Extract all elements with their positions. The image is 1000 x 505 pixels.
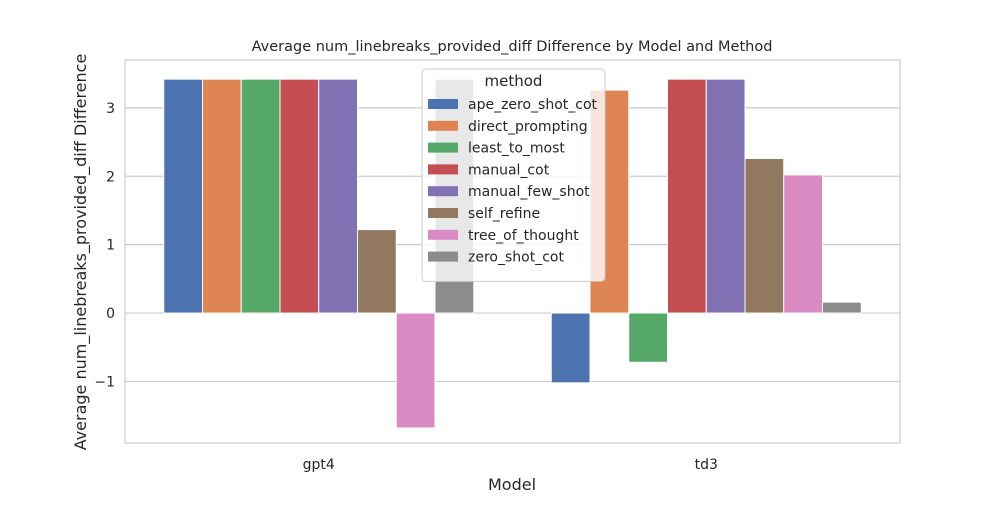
legend-swatch-direct_prompting (428, 120, 458, 131)
legend-label-zero_shot_cot: zero_shot_cot (468, 250, 564, 266)
legend-swatch-ape_zero_shot_cot (428, 99, 458, 109)
bar-zero_shot_cot-td3 (822, 301, 862, 314)
bar-self_refine-gpt4 (357, 229, 397, 314)
x-tick-label: gpt4 (303, 457, 335, 473)
bar-tree_of_thought-td3 (783, 174, 823, 314)
plot-border (124, 59, 901, 444)
legend-label-tree_of_thought: tree_of_thought (468, 228, 579, 244)
y-tick-label: 3 (106, 101, 115, 117)
bar-manual_few_shot-td3 (705, 78, 746, 314)
bar-self_refine-td3 (744, 157, 785, 314)
legend-swatch-least_to_most (428, 142, 458, 153)
legend-label-manual_few_shot: manual_few_shot (468, 184, 590, 200)
tick-labels: −1 0 1 2 3 gpt4 td3 (94, 101, 718, 473)
legend-title: method (485, 72, 543, 90)
legend-swatch-tree_of_thought (428, 229, 458, 240)
bar-least_to_most-td3 (628, 312, 668, 363)
legend-swatch-manual_cot (428, 164, 458, 175)
bar-least_to_most-gpt4 (240, 78, 281, 314)
plot-frame (124, 59, 901, 444)
legend-label-self_refine: self_refine (468, 206, 540, 222)
bar-tree_of_thought-gpt4 (395, 312, 436, 429)
bar-manual_few_shot-gpt4 (318, 78, 358, 314)
legend-swatch-zero_shot_cot (428, 251, 458, 262)
chart-title: Average num_linebreaks_provided_diff Dif… (252, 39, 773, 55)
y-tick-label: −1 (94, 374, 115, 390)
legend-swatch-manual_few_shot (428, 186, 458, 197)
legend: method ape_zero_shot_cot direct_promptingl… (421, 68, 606, 282)
bar-manual_cot-gpt4 (279, 78, 320, 314)
legend-label-direct_prompting: direct_prompting (468, 119, 588, 135)
legend-label-manual_cot: manual_cot (468, 162, 550, 178)
legend-label-least_to_most: least_to_most (468, 141, 565, 157)
y-tick-label: 1 (106, 238, 115, 254)
bar-ape_zero_shot_cot-td3 (550, 312, 591, 384)
y-tick-label: 2 (106, 169, 115, 185)
legend-box (421, 68, 606, 282)
y-tick-label: 0 (106, 306, 115, 322)
y-axis-title: Average num_linebreaks_provided_diff Dif… (71, 54, 91, 451)
legend-swatch-self_refine (428, 208, 458, 218)
x-tick-label: td3 (695, 457, 718, 473)
x-axis-title: Model (488, 475, 536, 494)
legend-label-ape_zero_shot_cot: ape_zero_shot_cot (468, 97, 598, 113)
bar-ape_zero_shot_cot-gpt4 (163, 78, 203, 314)
bar-direct_prompting-gpt4 (202, 78, 242, 314)
bar-manual_cot-td3 (667, 78, 707, 314)
